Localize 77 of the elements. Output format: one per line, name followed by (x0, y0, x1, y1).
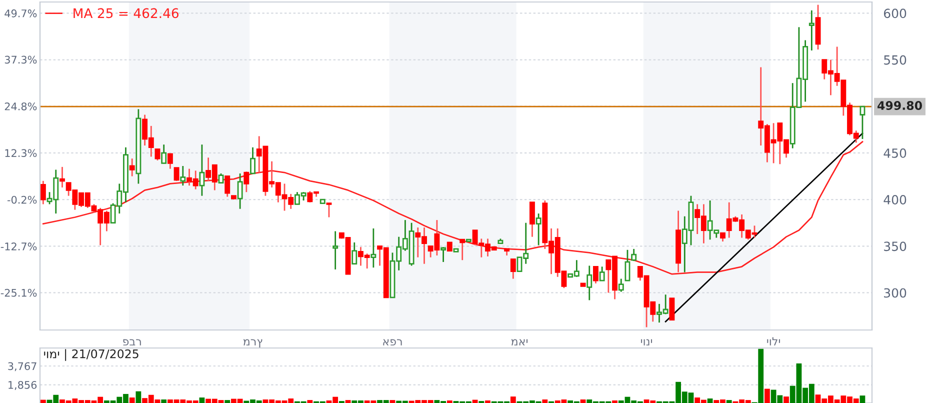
candlestick (161, 144, 167, 164)
x-tick-label: מרץ (243, 339, 262, 348)
candlestick (631, 248, 637, 262)
candlestick (460, 238, 466, 261)
candlestick (332, 230, 338, 270)
candlestick (586, 265, 592, 301)
bar (764, 388, 770, 403)
candlestick (352, 242, 358, 265)
x-tick-label: אפר (383, 339, 402, 346)
y2-tick-label: 12.3% (5, 149, 37, 158)
x-tick-label: יולי (767, 337, 780, 346)
bar (224, 400, 230, 403)
bar (136, 391, 142, 403)
y-tick-label: 1,856 (8, 381, 37, 390)
candlestick (808, 10, 814, 52)
bar (307, 400, 313, 403)
bar (485, 400, 490, 403)
candlestick (370, 228, 376, 268)
y-tick-label: 450 (884, 148, 906, 158)
x-tick-label: יוני (641, 339, 652, 346)
bar (784, 396, 789, 403)
bar (707, 398, 713, 403)
bar (446, 400, 452, 403)
candlestick (624, 249, 630, 282)
y-tick-label: 400 (884, 195, 906, 204)
y-tick-label: 550 (884, 55, 906, 65)
candlestick (174, 167, 180, 182)
candlestick (199, 144, 205, 197)
x-tick-label: מאי (511, 339, 528, 346)
candlestick (669, 298, 675, 320)
y-tick-label: 600 (884, 8, 906, 18)
candlestick (510, 258, 516, 280)
candlestick (154, 148, 160, 162)
candlestick (167, 153, 173, 170)
bar (161, 399, 167, 403)
candlestick (224, 176, 230, 198)
y2-tick-label: 37.3% (4, 56, 37, 64)
candlestick (129, 158, 135, 177)
bar (726, 400, 732, 403)
line-series (42, 141, 864, 275)
bar (345, 400, 351, 403)
x-tick-label: פבר (123, 339, 141, 346)
bar (40, 400, 46, 403)
candlestick (180, 165, 186, 186)
bar (472, 400, 478, 403)
candlestick (60, 166, 65, 188)
candlestick (237, 172, 243, 210)
candlestick (40, 180, 46, 205)
candlestick (593, 266, 598, 284)
y-tick-label: 350 (884, 242, 906, 252)
ref-line-label: 499.80 (878, 101, 922, 110)
candlestick (536, 212, 542, 246)
candlestick (326, 202, 332, 218)
candlestick (860, 106, 866, 140)
y-tick-label: 3,767 (8, 362, 36, 372)
y2-tick-label: -12.7% (0, 242, 37, 250)
bar (542, 399, 548, 403)
y2-tick-label: 49.7% (4, 9, 37, 18)
legend-label: MA 25 = 462.46 (74, 8, 178, 18)
y-tick-label: 300 (884, 288, 906, 298)
candlestick (218, 172, 224, 184)
y2-tick-label: -0.2% (8, 196, 37, 204)
candlestick (618, 278, 624, 292)
bar (510, 396, 516, 403)
bar (390, 400, 396, 403)
bar (860, 396, 866, 403)
bar (580, 399, 586, 403)
bar (612, 400, 618, 403)
bar (129, 398, 135, 403)
y2-tick-label: -25.1% (0, 288, 37, 297)
candlestick (529, 202, 535, 238)
bar (199, 398, 205, 403)
candlestick (244, 170, 250, 193)
candlestick (599, 266, 605, 282)
candlestick (440, 246, 446, 263)
y2-tick-label: 24.8% (4, 102, 37, 110)
annotation: יומי | 21/07/2025 (44, 349, 138, 361)
